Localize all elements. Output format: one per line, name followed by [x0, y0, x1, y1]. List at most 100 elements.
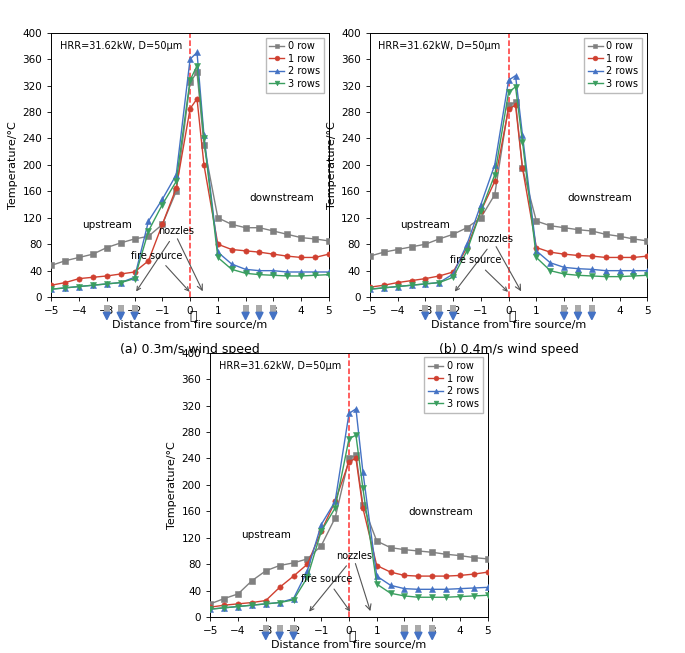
0 row: [130, 235, 138, 243]
X-axis label: Distance from fire source/m: Distance from fire source/m: [271, 641, 427, 650]
0 row: [512, 98, 520, 106]
0 row: [616, 232, 624, 240]
Polygon shape: [262, 632, 269, 639]
0 row: [504, 101, 512, 109]
1 row: [130, 268, 138, 276]
3 rows: [116, 279, 125, 287]
2 rows: [630, 266, 638, 274]
1 row: [546, 248, 554, 256]
Text: HRR=31.62kW, D=50μm: HRR=31.62kW, D=50μm: [378, 40, 501, 50]
2 rows: [75, 283, 83, 291]
0 row: [325, 237, 333, 245]
Bar: [429, 625, 435, 631]
0 row: [456, 552, 464, 560]
2 rows: [103, 280, 111, 288]
1 row: [359, 504, 367, 512]
3 rows: [393, 283, 401, 291]
1 row: [186, 104, 195, 112]
0 row: [470, 554, 478, 562]
3 rows: [484, 592, 492, 599]
0 row: [484, 555, 492, 563]
0 row: [61, 257, 69, 264]
3 rows: [428, 594, 436, 601]
1 row: [241, 247, 249, 255]
2 rows: [206, 605, 214, 613]
3 rows: [435, 279, 443, 287]
0 row: [214, 214, 222, 221]
Text: HRR=31.62kW, D=50μm: HRR=31.62kW, D=50μm: [60, 40, 182, 50]
Text: (a) 0.3m/s wind speed: (a) 0.3m/s wind speed: [120, 343, 260, 357]
0 row: [186, 78, 195, 86]
3 rows: [75, 283, 83, 291]
3 rows: [200, 135, 208, 142]
0 row: [262, 567, 270, 575]
Text: downstream: downstream: [408, 507, 473, 517]
1 row: [484, 568, 492, 576]
2 rows: [421, 280, 429, 288]
0 row: [331, 514, 339, 522]
Text: 🔥: 🔥: [349, 630, 356, 643]
Bar: [575, 305, 581, 311]
Text: nozzles: nozzles: [310, 551, 373, 611]
3 rows: [616, 273, 624, 281]
2 rows: [400, 584, 408, 592]
3 rows: [456, 593, 464, 601]
2 rows: [449, 270, 458, 278]
1 row: [428, 572, 436, 580]
Bar: [271, 305, 276, 311]
1 row: [214, 240, 222, 248]
3 rows: [186, 76, 195, 84]
3 rows: [352, 432, 360, 439]
2 rows: [616, 266, 624, 274]
2 rows: [145, 217, 153, 225]
0 row: [574, 226, 582, 234]
Line: 0 row: 0 row: [367, 99, 650, 259]
1 row: [463, 244, 471, 251]
Polygon shape: [588, 312, 595, 319]
Bar: [277, 625, 283, 631]
0 row: [345, 454, 353, 462]
Polygon shape: [131, 312, 138, 319]
3 rows: [386, 590, 395, 597]
Polygon shape: [401, 632, 408, 639]
3 rows: [234, 603, 242, 611]
1 row: [297, 253, 306, 261]
2 rows: [393, 283, 401, 291]
0 row: [546, 222, 554, 230]
1 row: [103, 272, 111, 280]
2 rows: [311, 268, 319, 276]
Line: 2 rows: 2 rows: [208, 406, 490, 612]
0 row: [275, 562, 284, 569]
2 rows: [317, 520, 325, 528]
2 rows: [386, 581, 395, 589]
2 rows: [588, 265, 596, 273]
Line: 2 rows: 2 rows: [49, 50, 332, 292]
2 rows: [47, 285, 55, 293]
2 rows: [345, 409, 353, 417]
1 row: [158, 221, 166, 229]
Text: (b) 0.4m/s wind speed: (b) 0.4m/s wind speed: [438, 343, 579, 357]
2 rows: [248, 601, 256, 609]
Line: 1 row: 1 row: [49, 96, 332, 288]
1 row: [172, 184, 180, 192]
0 row: [442, 550, 450, 558]
0 row: [303, 555, 312, 563]
0 row: [630, 235, 638, 243]
3 rows: [421, 280, 429, 288]
1 row: [470, 570, 478, 578]
3 rows: [359, 485, 367, 492]
Bar: [263, 625, 269, 631]
1 row: [200, 161, 208, 168]
Polygon shape: [270, 312, 277, 319]
0 row: [47, 261, 55, 269]
Bar: [561, 305, 567, 311]
0 row: [193, 69, 201, 76]
2 rows: [220, 604, 228, 612]
Bar: [415, 625, 421, 631]
1 row: [256, 248, 264, 256]
0 row: [116, 239, 125, 247]
1 row: [414, 572, 423, 580]
0 row: [449, 231, 458, 238]
3 rows: [317, 527, 325, 535]
0 row: [477, 214, 485, 221]
